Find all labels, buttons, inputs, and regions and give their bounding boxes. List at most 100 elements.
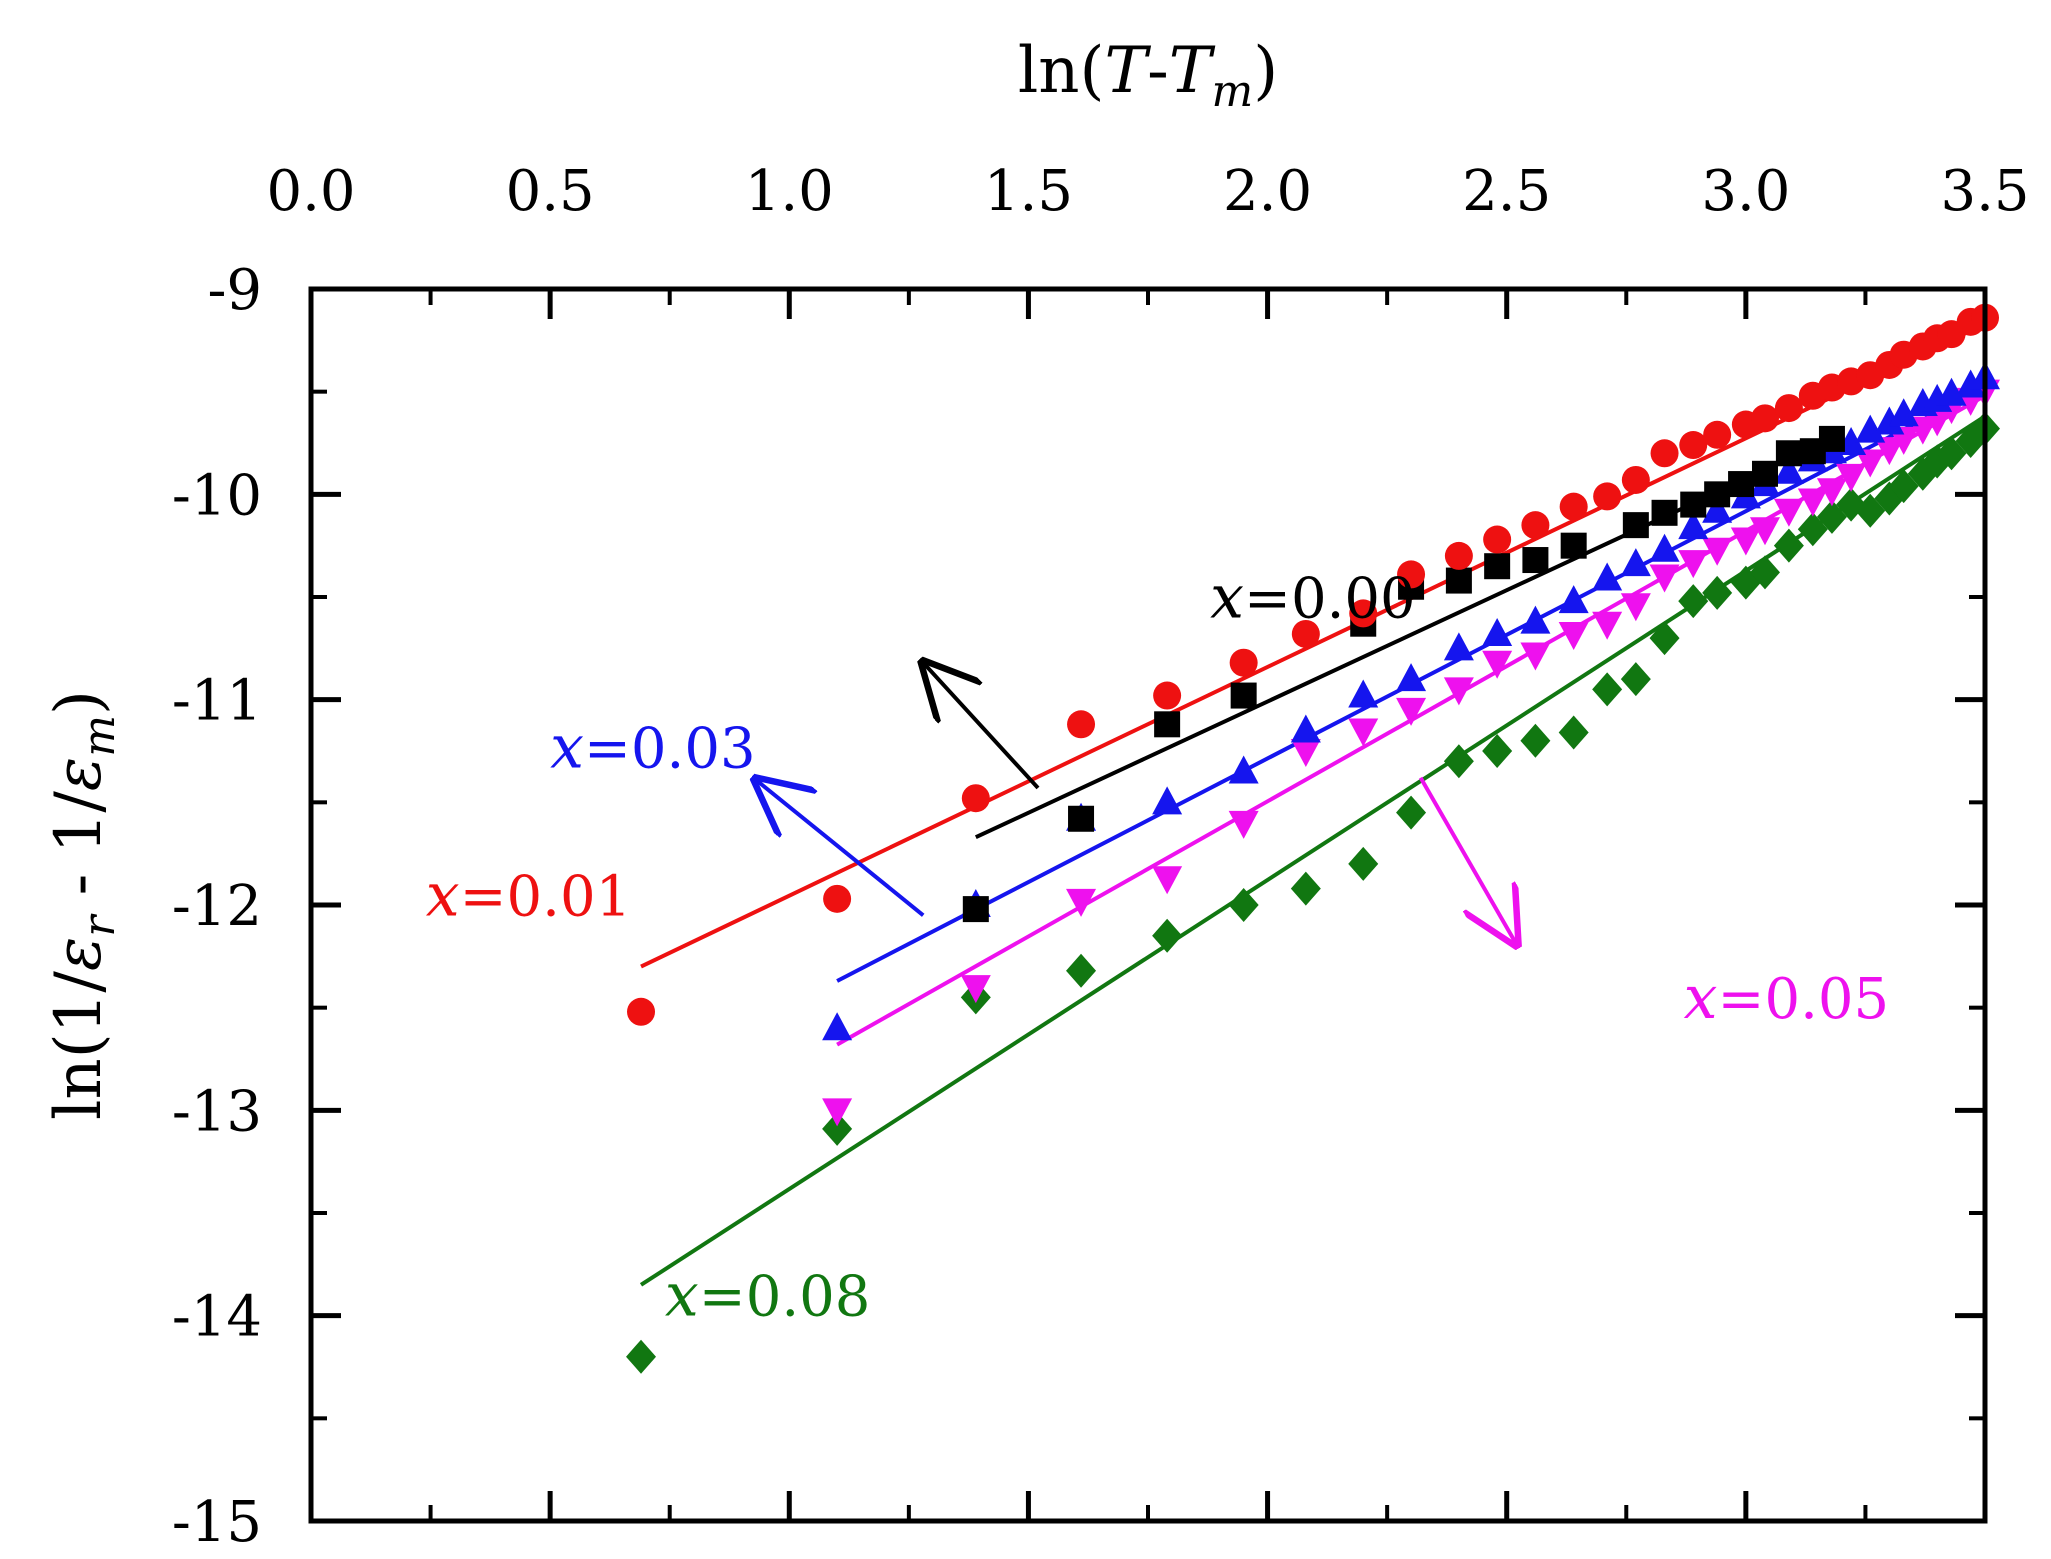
- data-point-triangle-down: [822, 1098, 853, 1127]
- x-tick-label: 0.5: [506, 159, 595, 224]
- y-axis-title-sub: r: [74, 913, 125, 937]
- data-point-triangle-down: [1730, 527, 1761, 556]
- data-point-circle: [1650, 439, 1679, 468]
- data-point-triangle-up: [1678, 511, 1709, 540]
- y-tick-label: -9: [207, 258, 262, 323]
- series-label-symbol: x: [550, 712, 584, 782]
- data-point-circle: [1349, 599, 1378, 628]
- series-markers: [626, 411, 2000, 1374]
- data-point-triangle-up: [1649, 533, 1680, 562]
- data-point-diamond: [1290, 871, 1321, 906]
- data-point-circle: [1559, 492, 1588, 521]
- data-point-circle: [1621, 465, 1650, 494]
- series-label-value: =0.03: [584, 716, 756, 781]
- data-point-triangle-up: [822, 1012, 853, 1041]
- y-tick-label: -10: [172, 463, 262, 528]
- data-point-square: [1445, 567, 1472, 594]
- data-point-triangle-down: [1482, 650, 1513, 679]
- data-point-diamond: [1702, 575, 1733, 610]
- data-point-diamond: [1592, 672, 1623, 707]
- data-point-triangle-down: [1228, 810, 1259, 839]
- series-label-value: =0.00: [1244, 567, 1416, 632]
- data-point-triangle-down: [1152, 866, 1183, 895]
- data-point-square: [1728, 471, 1755, 498]
- data-point-square: [1622, 512, 1649, 539]
- data-point-diamond: [1558, 715, 1589, 750]
- data-point-square: [1818, 425, 1845, 452]
- data-point-circle: [1521, 511, 1550, 540]
- series-label: x=0.08: [665, 1261, 870, 1331]
- y-axis-title-eps2: ε: [42, 757, 116, 791]
- x-tick-label: 2.5: [1462, 159, 1551, 224]
- plot-frame: [308, 286, 1988, 1524]
- label-arrow: [1418, 776, 1517, 944]
- data-point-triangle-down: [1520, 642, 1551, 671]
- data-point-circle: [1229, 648, 1258, 677]
- y-axis-title-eps: ε: [42, 937, 116, 971]
- series-label-value: =0.08: [699, 1265, 871, 1330]
- y-axis-title-prefix: ln(1/: [42, 971, 116, 1120]
- data-point-circle: [1593, 482, 1622, 511]
- data-point-square: [1484, 553, 1511, 580]
- plot-border: [308, 286, 1988, 1524]
- x-tick-label: 0.0: [266, 159, 355, 224]
- data-point-square: [1775, 440, 1802, 467]
- data-point-triangle-up: [1773, 455, 1804, 484]
- series-label-value: =0.01: [460, 864, 632, 929]
- data-point-diamond: [1482, 734, 1513, 768]
- data-point-circle: [1153, 681, 1182, 710]
- data-point-square: [1680, 491, 1707, 518]
- data-point-diamond: [1773, 528, 1804, 563]
- data-point-triangle-down: [1702, 537, 1733, 566]
- data-point-circle: [1774, 394, 1803, 423]
- y-tick-label: -15: [172, 1490, 262, 1555]
- label-arrow: [923, 663, 1040, 790]
- data-point-circle: [1444, 541, 1473, 570]
- data-point-circle: [961, 784, 990, 813]
- data-point-diamond: [1396, 795, 1427, 830]
- x-tick-label: 1.5: [984, 159, 1073, 224]
- data-point-diamond: [1228, 888, 1259, 922]
- data-point-diamond: [1749, 555, 1780, 590]
- series-label-symbol: x: [1684, 963, 1718, 1033]
- annotations: x=0.00x=0.01x=0.03x=0.05x=0.08: [426, 563, 1889, 1331]
- data-point-square: [962, 896, 989, 923]
- series-label: x=0.00: [1210, 563, 1415, 633]
- data-point-triangle-up: [1228, 755, 1259, 784]
- data-point-triangle-up: [1955, 369, 1986, 398]
- data-point-circle: [1483, 525, 1512, 554]
- series-markers: [627, 303, 1999, 1026]
- data-point-triangle-down: [1649, 564, 1680, 593]
- data-point-triangle-up: [1592, 562, 1623, 591]
- data-point-square: [1230, 682, 1257, 709]
- data-point-diamond: [626, 1339, 657, 1374]
- data-point-diamond: [1066, 953, 1097, 988]
- x-axis-title-var2: T: [1169, 34, 1216, 108]
- y-tick-label: -11: [172, 669, 262, 734]
- data-point-circle: [1679, 431, 1708, 460]
- data-point-diamond: [822, 1111, 853, 1146]
- data-point-triangle-down: [1290, 739, 1321, 767]
- data-point-triangle-up: [1482, 617, 1513, 646]
- data-point-circle: [1750, 404, 1779, 433]
- data-point-diamond: [1620, 662, 1651, 697]
- x-axis-title: ln(T-Tm): [1018, 34, 1278, 117]
- data-point-triangle-up: [1396, 663, 1427, 692]
- data-point-triangle-down: [1620, 593, 1651, 622]
- label-arrow: [756, 780, 925, 917]
- data-point-triangle-up: [1290, 714, 1321, 743]
- data-point-diamond: [1443, 744, 1474, 779]
- data-point-triangle-up: [1855, 414, 1886, 443]
- data-point-diamond: [1855, 493, 1886, 528]
- data-point-diamond: [1936, 436, 1967, 471]
- y-axis-title-sub2: m: [74, 715, 125, 757]
- x-axis-title-sub: m: [1211, 66, 1253, 117]
- data-point-triangle-up: [1152, 786, 1183, 815]
- data-point-triangle-down: [960, 975, 991, 1004]
- data-point-triangle-down: [1836, 463, 1867, 492]
- data-point-square: [1522, 547, 1549, 574]
- series-label: x=0.01: [426, 860, 631, 930]
- data-point-diamond: [1152, 918, 1183, 953]
- series-markers: [822, 379, 2000, 1127]
- x-axis-title-suffix: ): [1253, 34, 1278, 108]
